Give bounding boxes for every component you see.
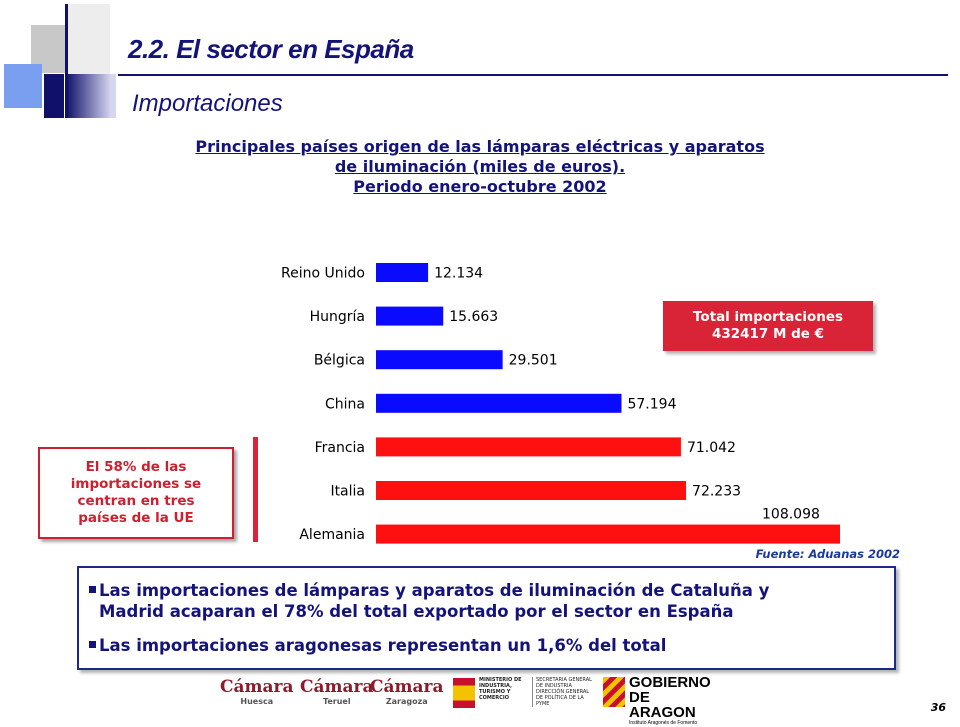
category-label: Bélgica xyxy=(314,353,365,369)
value-label: 72.233 xyxy=(692,484,741,500)
notes-box: Las importaciones de lámparas y aparatos… xyxy=(77,566,896,670)
decorative-square-light xyxy=(66,4,110,74)
bullet-icon xyxy=(89,586,96,593)
title-underline xyxy=(118,74,948,76)
ue-bracket-bar xyxy=(253,437,258,542)
huesca-label: Huesca xyxy=(240,697,274,706)
page-subtitle: Importaciones xyxy=(132,90,283,117)
chart-heading: Principales países origen de las lámpara… xyxy=(130,137,830,197)
teruel-label: Teruel xyxy=(322,697,351,706)
note-1-line-1: Las importaciones de lámparas y aparatos… xyxy=(99,581,770,600)
camara-huesca-logo: Cámara Huesca xyxy=(220,677,294,706)
category-label: China xyxy=(325,396,365,412)
page-title: 2.2. El sector en España xyxy=(128,34,414,64)
bullet-icon xyxy=(89,641,96,648)
chart-heading-line-3: Periodo enero-octubre 2002 xyxy=(353,177,607,196)
note-item-1: Las importaciones de lámparas y aparatos… xyxy=(89,580,769,622)
bar xyxy=(376,393,622,413)
gobierno-line-1: GOBIERNO xyxy=(629,674,711,691)
category-label: Italia xyxy=(330,484,365,500)
decorative-square-blue xyxy=(4,64,42,108)
value-label: 29.501 xyxy=(509,353,558,369)
spain-shield-icon xyxy=(453,678,475,708)
note-2-text: Las importaciones aragonesas representan… xyxy=(99,636,667,655)
camara-zaragoza-logo: Cámara Zaragoza xyxy=(370,677,444,706)
bar xyxy=(376,306,444,326)
total-imports-label: Total importaciones xyxy=(692,309,844,325)
gobierno-aragon-logo: GOBIERNO DE ARAGON Instituto Aragonés de… xyxy=(629,675,720,727)
value-label: 71.042 xyxy=(687,440,736,456)
ue-callout-line-4: países de la UE xyxy=(78,510,194,526)
ue-callout-line-1: El 58% de las xyxy=(85,459,187,475)
ue-callout-line-3: centran en tres xyxy=(77,493,195,509)
gobierno-line-2: DE ARAGON xyxy=(629,689,696,721)
bar xyxy=(376,350,503,370)
logo-strip: Cámara Huesca Cámara Teruel Cámara Zarag… xyxy=(220,674,720,726)
decorative-square-fade xyxy=(66,74,116,118)
value-label: 57.194 xyxy=(627,396,676,412)
total-imports-value: 432417 M de € xyxy=(711,326,825,342)
secretaria-block: SECRETARIA GENERAL DE INDUSTRIA DIRECCIÓ… xyxy=(532,677,596,707)
decorative-square-navy xyxy=(44,74,64,118)
category-label: Reino Unido xyxy=(281,266,365,282)
secretaria-label: SECRETARIA GENERAL DE INDUSTRIA xyxy=(536,677,592,689)
bar xyxy=(376,263,429,282)
note-1-line-2: Madrid acaparan el 78% del total exporta… xyxy=(99,602,734,621)
aragon-flag-icon xyxy=(603,677,625,707)
chart-heading-line-2: de iluminación (miles de euros). xyxy=(334,157,626,176)
zaragoza-label: Zaragoza xyxy=(385,697,428,706)
category-label: Alemania xyxy=(299,527,365,543)
total-imports-box: Total importaciones 432417 M de € xyxy=(663,301,873,351)
instituto-label: Instituto Aragonés de Fomento xyxy=(629,720,698,726)
value-label: 12.134 xyxy=(434,266,483,282)
bar xyxy=(376,437,681,457)
value-label: 15.663 xyxy=(449,309,498,325)
category-label: Hungría xyxy=(310,309,365,325)
bar xyxy=(376,481,687,500)
page-number: 36 xyxy=(930,701,946,714)
direccion-label: DIRECCIÓN GENERAL DE POLÍTICA DE LA PYME xyxy=(536,689,590,707)
source-note: Fuente: Aduanas 2002 xyxy=(755,547,900,561)
decorative-vertical-line xyxy=(65,4,68,118)
category-label: Francia xyxy=(315,440,365,456)
chart-heading-line-1: Principales países origen de las lámpara… xyxy=(195,137,765,156)
ministerio-label: MINISTERIO DE INDUSTRIA, TURISMO Y COMER… xyxy=(479,677,522,701)
camara-teruel-logo: Cámara Teruel xyxy=(300,677,374,706)
bar xyxy=(376,524,840,544)
ue-callout-box: El 58% de las importaciones se centran e… xyxy=(38,447,234,539)
value-label: 108.098 xyxy=(762,507,820,523)
ue-callout-line-2: importaciones se xyxy=(70,476,202,492)
note-item-2: Las importaciones aragonesas representan… xyxy=(89,635,666,656)
